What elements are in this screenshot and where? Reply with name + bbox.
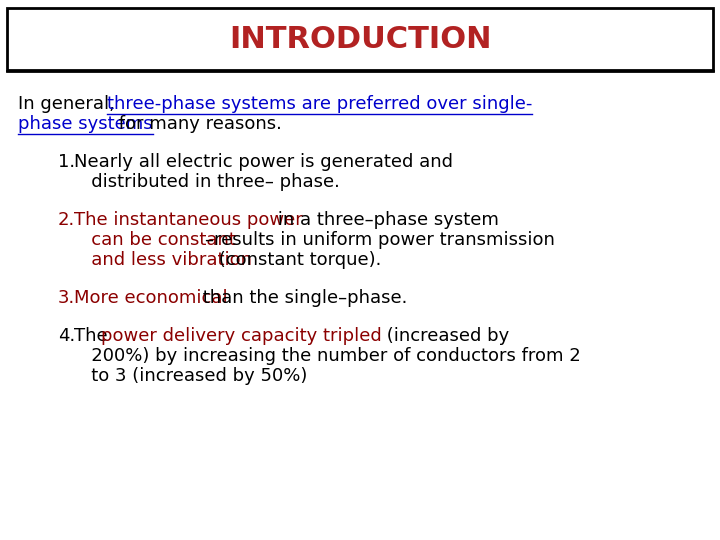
Text: –results in uniform power transmission: –results in uniform power transmission [205, 231, 555, 249]
Text: can be constant: can be constant [74, 231, 236, 249]
Text: 1.: 1. [58, 153, 75, 171]
Text: three-phase systems are preferred over single-: three-phase systems are preferred over s… [107, 95, 532, 113]
Text: and less vibration: and less vibration [74, 251, 252, 269]
Text: More economical: More economical [74, 289, 228, 307]
Text: 2.: 2. [58, 211, 76, 229]
Text: to 3 (increased by 50%): to 3 (increased by 50%) [74, 367, 307, 385]
Text: 4.: 4. [58, 327, 76, 345]
Text: Nearly all electric power is generated and: Nearly all electric power is generated a… [74, 153, 453, 171]
Text: phase systems: phase systems [18, 115, 153, 133]
Text: The: The [74, 327, 113, 345]
Text: distributed in three– phase.: distributed in three– phase. [74, 173, 340, 191]
Text: 3.: 3. [58, 289, 76, 307]
FancyBboxPatch shape [7, 8, 713, 70]
Text: for many reasons.: for many reasons. [113, 115, 282, 133]
Text: than the single–phase.: than the single–phase. [197, 289, 408, 307]
Text: (increased by: (increased by [381, 327, 509, 345]
Text: INTRODUCTION: INTRODUCTION [229, 24, 491, 53]
Text: (constant torque).: (constant torque). [213, 251, 382, 269]
Text: in a three–phase system: in a three–phase system [272, 211, 499, 229]
Text: 200%) by increasing the number of conductors from 2: 200%) by increasing the number of conduc… [74, 347, 581, 365]
Text: power delivery capacity tripled: power delivery capacity tripled [101, 327, 382, 345]
Text: The instantaneous power: The instantaneous power [74, 211, 302, 229]
Text: In general,: In general, [18, 95, 121, 113]
